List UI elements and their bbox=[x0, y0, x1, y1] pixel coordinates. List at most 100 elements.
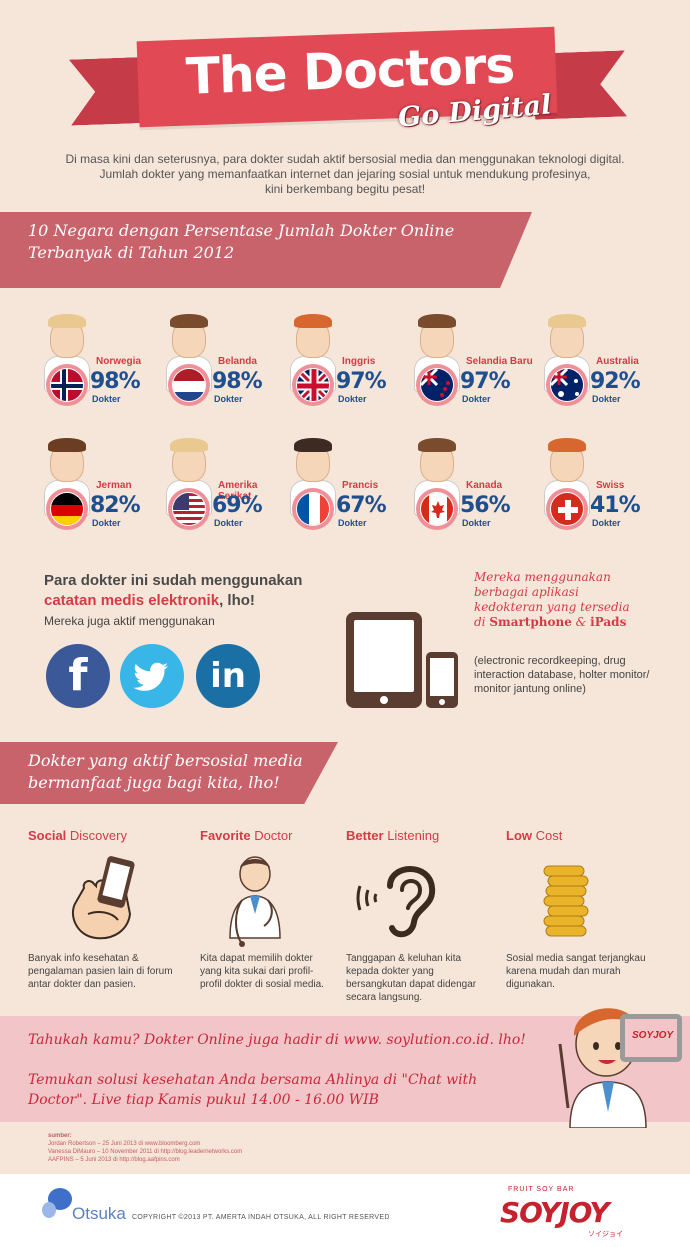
uk-flag-icon bbox=[296, 368, 330, 402]
benefit-text-favorite-doctor: Kita dapat memilih dokter yang kita suka… bbox=[200, 953, 324, 990]
flag-ring bbox=[46, 364, 88, 406]
brand-tagline: FRUIT SOY BAR bbox=[508, 1186, 575, 1193]
benefit-title-favorite-doctor: Favorite Doctor bbox=[200, 828, 292, 843]
country-unit: Dokter bbox=[592, 518, 621, 528]
tablet-home-button bbox=[380, 696, 388, 704]
flag-ring bbox=[292, 488, 334, 530]
country-card: Belanda 98% Dokter bbox=[166, 314, 286, 424]
flag-ring bbox=[546, 364, 588, 406]
hand-phone-icon bbox=[71, 856, 135, 940]
apps-line-3: kedokteran yang tersedia bbox=[474, 600, 630, 614]
country-name: Selandia Baru bbox=[466, 356, 533, 367]
country-percent: 41% bbox=[590, 493, 641, 518]
flag-ring bbox=[416, 364, 458, 406]
benefit-text-better-listening: Tanggapan & keluhan kita kepada dokter y… bbox=[346, 953, 477, 1003]
country-unit: Dokter bbox=[462, 518, 491, 528]
doctor-hair bbox=[48, 438, 86, 452]
doctor-with-tablet-illustration bbox=[558, 1008, 682, 1128]
section-heading-line-2: Terbanyak di Tahun 2012 bbox=[28, 243, 235, 262]
sources: sumber: Jordan Robertson – 25 Juni 2013 … bbox=[48, 1132, 348, 1164]
benefit-title-rest: Cost bbox=[532, 828, 563, 843]
coins-stack-icon bbox=[543, 865, 589, 937]
usa-flag-icon bbox=[172, 492, 206, 526]
copyright-text: COPYRIGHT ©2013 PT. AMERTA INDAH OTSUKA,… bbox=[132, 1214, 390, 1221]
facebook-icon: f bbox=[46, 644, 110, 708]
apps-text: Mereka menggunakan berbagai aplikasi ked… bbox=[474, 570, 674, 630]
promo-line-3: Doctor". Live tiap Kamis pukul 14.00 - 1… bbox=[28, 1092, 379, 1108]
norway-flag-icon bbox=[50, 368, 84, 402]
benefit-title-rest: Listening bbox=[383, 828, 440, 843]
ehr-heading-line-2: catatan medis elektronik, lho! bbox=[44, 592, 344, 609]
section-heading-line-1: 10 Negara dengan Persentase Jumlah Dokte… bbox=[28, 221, 455, 240]
smartphone-icon bbox=[426, 652, 458, 708]
country-card: Swiss 41% Dokter bbox=[544, 438, 664, 548]
canada-flag-icon bbox=[420, 492, 454, 526]
country-card: Prancis 67% Dokter bbox=[290, 438, 410, 548]
promo-tablet-badge: SOYJOY bbox=[632, 1030, 674, 1041]
smartphone-home-button bbox=[439, 699, 445, 705]
flag-ring bbox=[292, 364, 334, 406]
tablet-icon bbox=[346, 612, 422, 708]
country-name: Jerman bbox=[96, 480, 132, 491]
ehr-highlight: catatan medis elektronik bbox=[44, 592, 220, 609]
apps-smartphone: Smartphone bbox=[489, 615, 572, 629]
country-card: Kanada 56% Dokter bbox=[414, 438, 534, 548]
doctor-hair bbox=[294, 314, 332, 328]
social-intro: Mereka juga aktif menggunakan bbox=[44, 614, 215, 628]
sources-label-text: sumber: bbox=[48, 1133, 72, 1139]
flag-ring bbox=[168, 488, 210, 530]
doctor-hair bbox=[170, 438, 208, 452]
country-card: Selandia Baru 97% Dokter bbox=[414, 314, 534, 424]
otsuka-logo-accent-icon bbox=[42, 1202, 56, 1218]
apps-line-1: Mereka menggunakan bbox=[474, 570, 611, 584]
intro-line-2: Jumlah dokter yang memanfaatkan internet… bbox=[99, 167, 591, 181]
doctor-hair bbox=[548, 314, 586, 328]
sources-label: sumber: bbox=[48, 1132, 348, 1140]
soyjoy-logo-jp: ソイジョイ bbox=[588, 1231, 623, 1238]
doctor-hair bbox=[548, 438, 586, 452]
apps-ipads: iPads bbox=[590, 615, 627, 629]
country-name: Norwegia bbox=[96, 356, 142, 367]
country-unit: Dokter bbox=[92, 518, 121, 528]
benefit-title-low-cost: Low Cost bbox=[506, 828, 562, 843]
country-unit: Dokter bbox=[462, 394, 491, 404]
footer bbox=[0, 1174, 690, 1247]
flag-ring bbox=[546, 488, 588, 530]
country-card: Norwegia 98% Dokter bbox=[44, 314, 164, 424]
benefit-title-rest: Doctor bbox=[250, 828, 293, 843]
country-name: Inggris bbox=[342, 356, 376, 367]
new-zealand-flag-icon bbox=[420, 368, 454, 402]
ear-listening-icon bbox=[356, 866, 436, 938]
doctor-icon bbox=[229, 856, 281, 947]
linkedin-icon: in bbox=[196, 644, 260, 708]
doctor-hair bbox=[170, 314, 208, 328]
country-unit: Dokter bbox=[214, 394, 243, 404]
apps-note: (electronic recordkeeping, drug interact… bbox=[474, 655, 650, 695]
soyjoy-logo: SOYJOY bbox=[500, 1196, 610, 1229]
apps-line-2: berbagai aplikasi bbox=[474, 585, 579, 599]
country-card: Inggris 97% Dokter bbox=[290, 314, 410, 424]
ehr-heading-rest: , lho! bbox=[219, 592, 255, 609]
intro-text: Di masa kini dan seterusnya, para dokter… bbox=[40, 152, 650, 197]
country-percent: 67% bbox=[336, 493, 387, 518]
otsuka-logo-text: Otsuka bbox=[72, 1204, 126, 1223]
benefit-title-bold: Favorite bbox=[200, 828, 251, 843]
doctor-hair bbox=[294, 438, 332, 452]
country-card: Amerika Serikat 69% Dokter bbox=[166, 438, 286, 548]
country-unit: Dokter bbox=[338, 518, 367, 528]
country-percent: 97% bbox=[460, 369, 511, 394]
switzerland-flag-icon bbox=[550, 492, 584, 526]
country-card: Australia 92% Dokter bbox=[544, 314, 664, 424]
intro-line-3: kini berkembang begitu pesat! bbox=[264, 182, 426, 196]
benefits-heading-line-1: Dokter yang aktif bersosial media bbox=[28, 751, 303, 770]
twitter-icon bbox=[120, 644, 184, 708]
promo-line-2: Temukan solusi kesehatan Anda bersama Ah… bbox=[28, 1072, 478, 1088]
apps-and: & bbox=[571, 615, 591, 629]
country-name: Swiss bbox=[596, 480, 625, 491]
source-item: Jordan Robertson – 25 Juni 2013 di www.b… bbox=[48, 1141, 201, 1147]
netherlands-flag-icon bbox=[172, 368, 206, 402]
intro-line-1: Di masa kini dan seterusnya, para dokter… bbox=[65, 152, 625, 166]
country-card: Jerman 82% Dokter bbox=[44, 438, 164, 548]
source-item: AAFPINS – 5 Juni 2013 di http://blog.aaf… bbox=[48, 1157, 180, 1163]
flag-ring bbox=[416, 488, 458, 530]
